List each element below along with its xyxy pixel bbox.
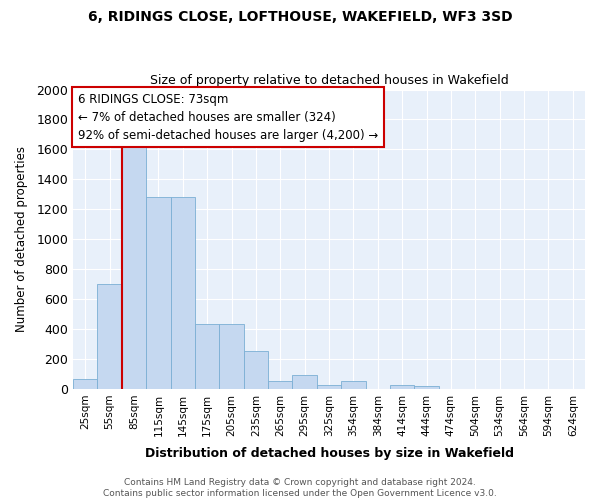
Bar bbox=[244, 351, 268, 389]
Bar bbox=[390, 384, 415, 389]
Y-axis label: Number of detached properties: Number of detached properties bbox=[15, 146, 28, 332]
Title: Size of property relative to detached houses in Wakefield: Size of property relative to detached ho… bbox=[149, 74, 508, 87]
Text: 6, RIDINGS CLOSE, LOFTHOUSE, WAKEFIELD, WF3 3SD: 6, RIDINGS CLOSE, LOFTHOUSE, WAKEFIELD, … bbox=[88, 10, 512, 24]
Bar bbox=[341, 382, 365, 389]
Bar bbox=[170, 196, 195, 389]
Bar bbox=[415, 386, 439, 389]
Bar bbox=[268, 382, 292, 389]
Text: Contains HM Land Registry data © Crown copyright and database right 2024.
Contai: Contains HM Land Registry data © Crown c… bbox=[103, 478, 497, 498]
X-axis label: Distribution of detached houses by size in Wakefield: Distribution of detached houses by size … bbox=[145, 447, 514, 460]
Bar bbox=[195, 324, 220, 389]
Bar bbox=[220, 324, 244, 389]
Bar bbox=[146, 196, 170, 389]
Bar bbox=[292, 376, 317, 389]
Bar bbox=[122, 145, 146, 389]
Bar bbox=[97, 284, 122, 389]
Text: 6 RIDINGS CLOSE: 73sqm
← 7% of detached houses are smaller (324)
92% of semi-det: 6 RIDINGS CLOSE: 73sqm ← 7% of detached … bbox=[78, 92, 379, 142]
Bar bbox=[73, 379, 97, 389]
Bar bbox=[317, 384, 341, 389]
